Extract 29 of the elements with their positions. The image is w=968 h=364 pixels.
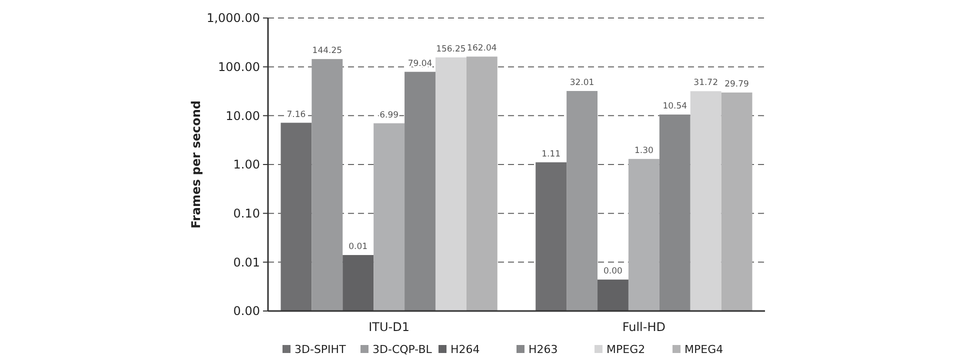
y-tick-label: 0.01 — [233, 255, 260, 270]
y-axis-title: Frames per second — [189, 100, 203, 229]
legend-label: 3D-CQP-BL — [372, 343, 433, 356]
y-tick-label: 100.00 — [218, 60, 260, 74]
legend-label: 3D-SPIHT — [294, 343, 346, 356]
data-label: 79.04 — [408, 58, 432, 69]
data-label: 10.54 — [662, 102, 688, 112]
data-label: 156.25 — [436, 44, 466, 54]
data-label: 31.72 — [694, 78, 718, 88]
y-tick-label: 1.00 — [233, 158, 260, 172]
y-tick-label: 0.10 — [233, 206, 260, 221]
data-label: 6.99 — [380, 110, 399, 120]
x-tick-label: ITU-D1 — [368, 320, 410, 334]
data-label: 162.04 — [467, 44, 497, 54]
legend-label: MPEG2 — [606, 343, 646, 356]
data-label: 144.25 — [312, 46, 342, 56]
data-label: 29.79 — [724, 80, 749, 90]
y-tick-label: 0.00 — [233, 304, 260, 318]
data-label: 0.01 — [348, 242, 368, 252]
y-tick-label: 10.00 — [226, 108, 260, 123]
data-label: 1.30 — [634, 146, 654, 156]
data-label: 0.00 — [604, 266, 622, 277]
data-label: 1.11 — [542, 149, 561, 160]
legend-label: H263 — [528, 343, 558, 356]
data-label: 32.01 — [570, 78, 594, 88]
y-tick-label: 1,000.00 — [206, 11, 260, 26]
legend-label: MPEG4 — [684, 343, 724, 356]
x-tick-label: Full-HD — [622, 320, 666, 334]
legend-label: H264 — [450, 343, 480, 356]
